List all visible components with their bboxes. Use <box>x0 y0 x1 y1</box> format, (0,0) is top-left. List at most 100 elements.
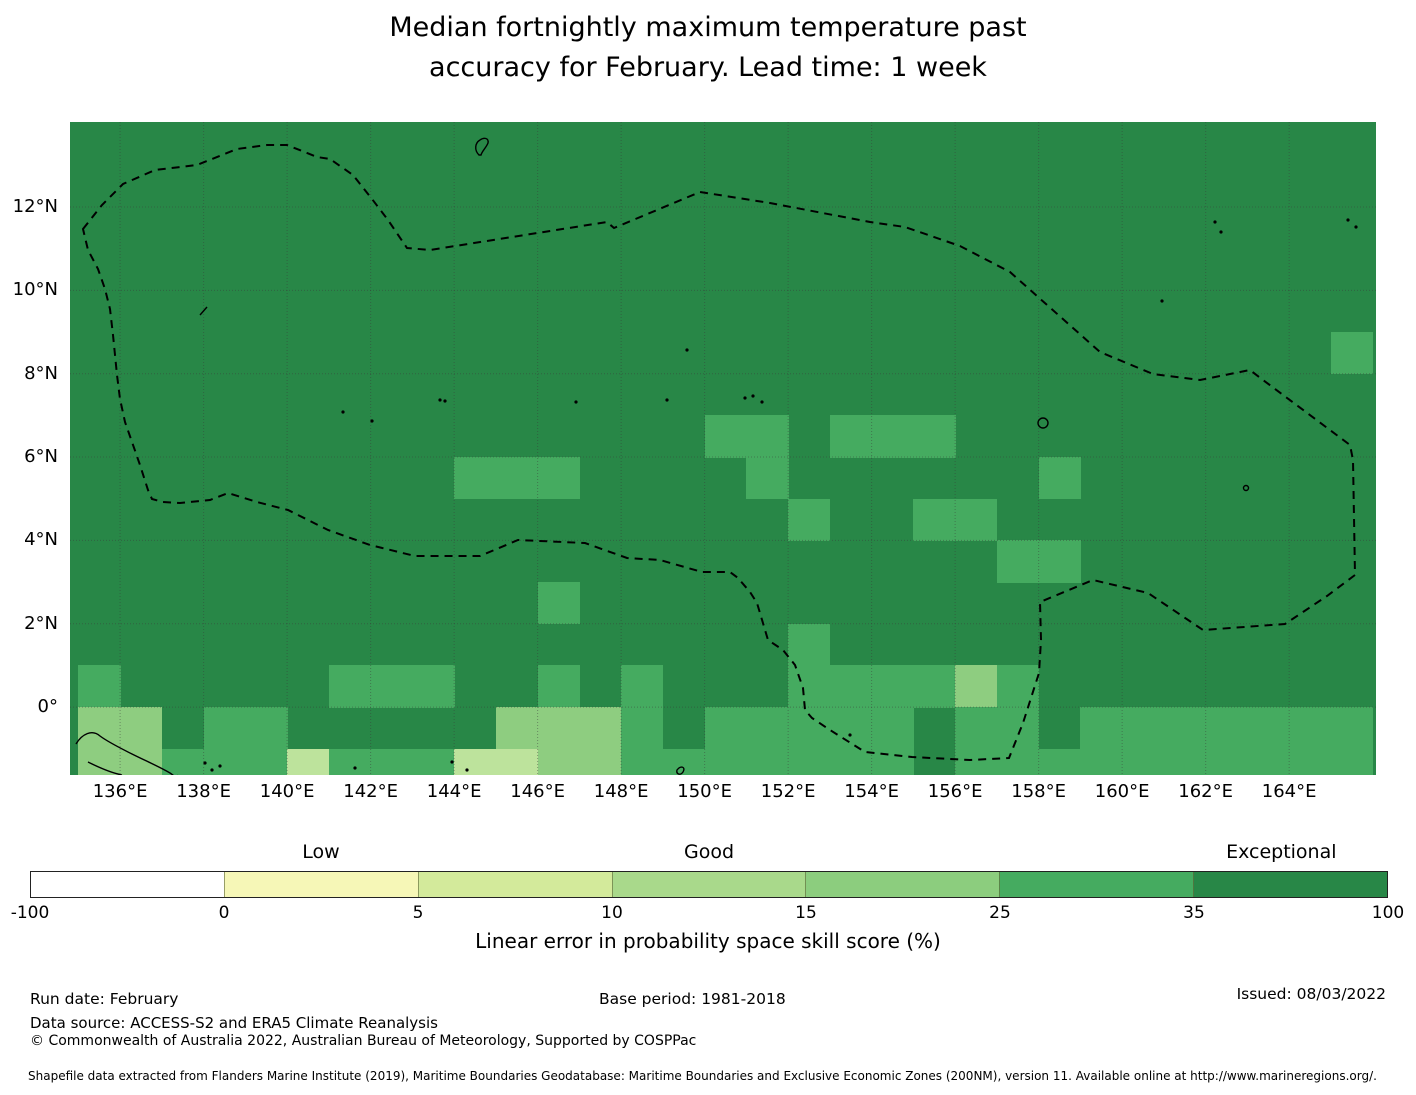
island-outlines <box>75 137 1250 775</box>
heatmap-cell <box>621 707 664 750</box>
run-date-text: Run date: February <box>30 990 179 1008</box>
y-tick-label: 0° <box>37 696 58 718</box>
map-canvas <box>70 122 1376 775</box>
heatmap-cell <box>913 665 956 708</box>
y-tick-label: 4°N <box>24 529 58 551</box>
colorbar-segment <box>417 872 612 897</box>
new-guinea-coastline <box>75 732 178 775</box>
colorbar-tick-label: 10 <box>601 903 623 923</box>
heatmap-cell <box>1247 748 1290 775</box>
x-tick-label: 152°E <box>760 781 816 802</box>
copyright-text: © Commonwealth of Australia 2022, Austra… <box>30 1033 697 1049</box>
heatmap-cell <box>746 457 789 500</box>
heatmap-cell <box>537 665 580 708</box>
issued-date-text: Issued: 08/03/2022 <box>1236 985 1386 1003</box>
colorbar-segment <box>223 872 418 897</box>
y-tick-label: 6°N <box>24 446 58 468</box>
heatmap-cell <box>370 665 413 708</box>
colorbar-category-label: Exceptional <box>1226 841 1337 863</box>
heatmap-cell <box>245 707 288 750</box>
heatmap-cell <box>1330 332 1374 375</box>
yap-island-outline <box>199 306 208 316</box>
colorbar-axis-label: Linear error in probability space skill … <box>475 929 941 953</box>
heatmap-cell <box>829 748 873 775</box>
heatmap-cell <box>1080 748 1123 775</box>
colorbar-category-labels: Low Good Exceptional <box>30 841 1388 865</box>
heatmap-cell <box>704 707 747 750</box>
x-tick-label: 158°E <box>1011 781 1067 802</box>
heatmap-cell <box>788 665 831 708</box>
x-tick-label: 142°E <box>343 781 398 802</box>
eez-boundary-dashed-line <box>81 144 1357 762</box>
heatmap-cell <box>1038 457 1081 500</box>
x-tick-label: 140°E <box>259 781 315 802</box>
heatmap-cell <box>1205 707 1248 750</box>
heatmap-cell <box>829 665 873 708</box>
colorbar-segment <box>611 872 806 897</box>
heatmap-cell <box>1038 748 1081 775</box>
heatmap-cell <box>1330 748 1374 775</box>
heatmap-cell <box>1122 748 1165 775</box>
x-tick-label: 150°E <box>677 781 732 802</box>
heatmap-cell <box>704 415 747 458</box>
y-tick-label: 12°N <box>12 196 58 217</box>
heatmap-cell <box>537 457 580 500</box>
heatmap-cell <box>370 748 413 775</box>
x-tick-label: 138°E <box>176 781 231 802</box>
heatmap-cell <box>1289 707 1332 750</box>
heatmap-cell <box>1080 707 1123 750</box>
heatmap-cell <box>412 748 455 775</box>
heatmap-cell <box>788 748 831 775</box>
heatmap-cell <box>996 540 1040 583</box>
heatmap-cell <box>871 665 914 708</box>
chart-title-line2: accuracy for February. Lead time: 1 week <box>429 52 987 83</box>
heatmap-cell <box>161 748 205 775</box>
colorbar-tick-label: 25 <box>989 903 1011 923</box>
heatmap-cell <box>454 457 497 500</box>
heatmap-cell <box>328 665 372 708</box>
heatmap-cell <box>746 707 789 750</box>
heatmap-cell <box>913 415 956 458</box>
heatmap-cell <box>412 665 455 708</box>
heatmap-cell <box>1247 707 1290 750</box>
heatmap-cell <box>579 707 622 750</box>
heatmap-cell <box>871 748 914 775</box>
colorbar-segment <box>999 872 1194 897</box>
new-britain-coastline <box>676 766 685 775</box>
map-overlay-svg <box>70 122 1376 775</box>
colorbar-tick-label: 0 <box>218 903 230 923</box>
heatmap-cell <box>1163 748 1207 775</box>
heatmap-cell <box>120 748 163 775</box>
kosrae-island-outline <box>1242 484 1250 492</box>
heatmap-cell <box>788 623 831 666</box>
heatmap-cell <box>1038 540 1081 583</box>
heatmap-cell <box>120 707 163 750</box>
heatmap-cell <box>788 498 831 541</box>
heatmap-cell <box>996 748 1040 775</box>
heatmap-cell <box>78 707 121 750</box>
heatmap-cell <box>495 457 539 500</box>
heatmap-cell <box>1205 748 1248 775</box>
heatmap-cell <box>829 707 873 750</box>
colorbar-tick-label: 100 <box>1371 903 1405 923</box>
y-tick-label: 10°N <box>12 279 58 301</box>
heatmap-cell <box>955 748 998 775</box>
heatmap-cell <box>913 498 956 541</box>
x-tick-label: 154°E <box>844 781 899 802</box>
heatmap-cell <box>746 748 789 775</box>
heatmap-cell <box>495 748 539 775</box>
heatmap-cell <box>579 748 622 775</box>
x-axis-tick-labels: 136°E 138°E 140°E 142°E 144°E 146°E 148°E 150°E… <box>70 781 1376 807</box>
heatmap-cell <box>78 665 121 708</box>
heatmap-cell <box>829 415 873 458</box>
colorbar-category-label: Low <box>302 841 340 863</box>
heatmap-cell <box>1330 707 1374 750</box>
heatmap-cell <box>955 498 998 541</box>
heatmap-cell <box>871 415 914 458</box>
x-tick-label: 144°E <box>426 781 482 802</box>
guam-island-outline <box>475 137 489 156</box>
pohnpei-island-outline <box>1037 417 1049 429</box>
heatmap-cell <box>1163 707 1207 750</box>
colorbar-segment <box>805 872 1000 897</box>
heatmap-cell <box>871 707 914 750</box>
